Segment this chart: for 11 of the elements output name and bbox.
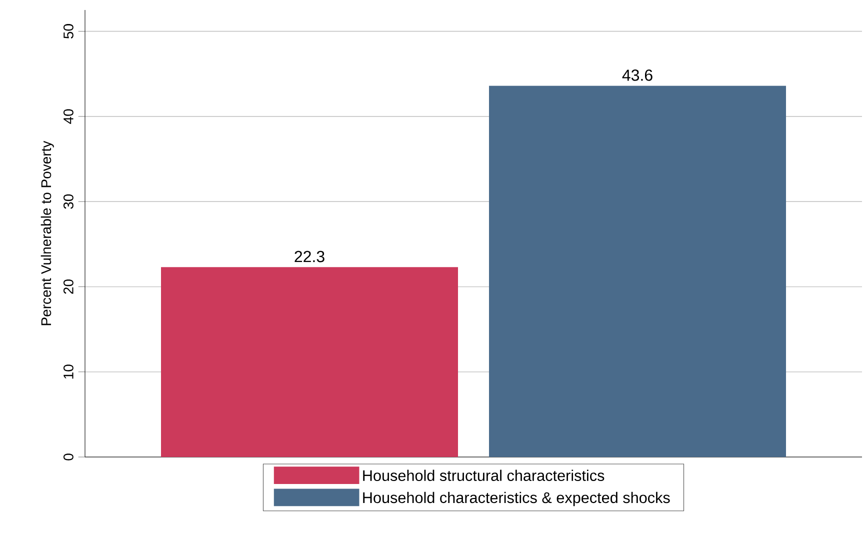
y-axis-title: Percent Vulnerable to Poverty bbox=[40, 140, 54, 326]
data-label: 22.3 bbox=[294, 250, 324, 262]
data-label: 43.6 bbox=[622, 70, 652, 81]
text: Household characteristics & expected shocks bbox=[363, 492, 670, 506]
y-tick-label: 20 bbox=[64, 279, 74, 294]
y-tick-label: 30 bbox=[64, 194, 74, 209]
series-label: Household structural characteristics bbox=[363, 470, 604, 482]
y-tick-label: 50 bbox=[64, 24, 74, 39]
y-tick-label: 10 bbox=[64, 364, 74, 379]
y-tick-label: 0 bbox=[64, 454, 74, 460]
y-tick-label: 40 bbox=[64, 109, 74, 124]
